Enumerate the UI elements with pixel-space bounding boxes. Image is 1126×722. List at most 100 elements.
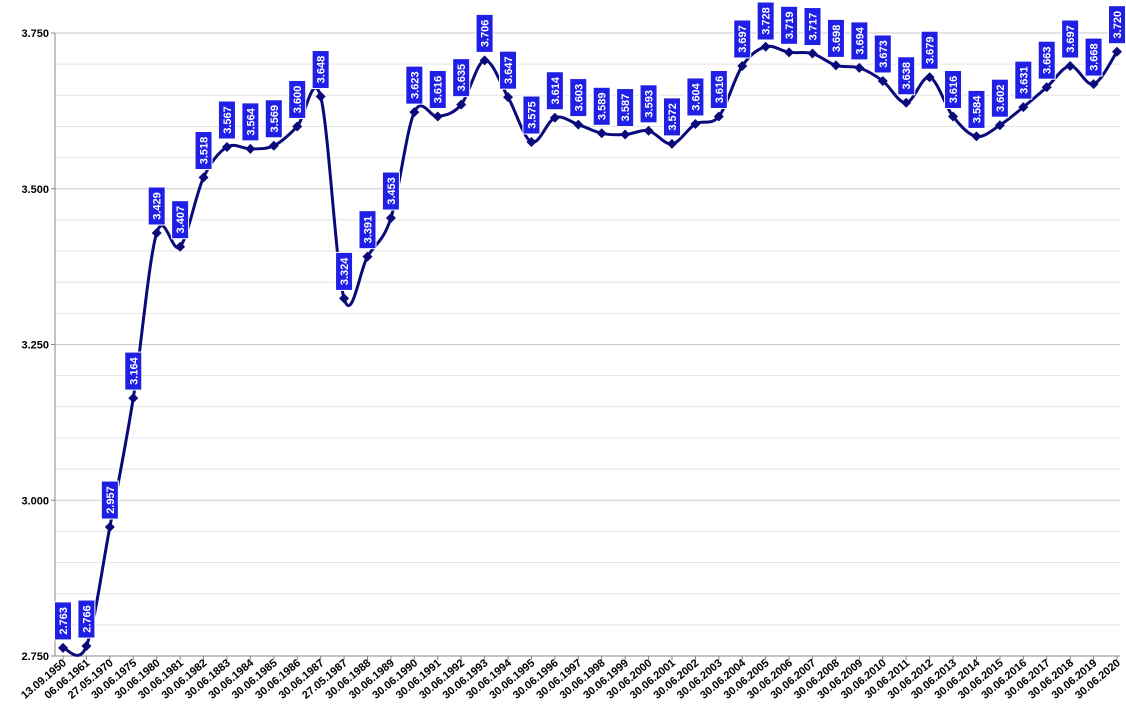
data-label-box [335, 251, 354, 291]
data-label: 3.587 [620, 94, 632, 122]
data-label: 3.697 [1065, 25, 1077, 53]
marker [1065, 61, 1076, 72]
data-label-box [288, 79, 307, 119]
data-label: 3.604 [690, 82, 702, 110]
marker [81, 641, 92, 652]
data-label: 3.719 [784, 12, 796, 40]
data-label: 3.673 [878, 40, 890, 68]
marker [385, 213, 396, 224]
marker [596, 128, 607, 139]
marker [620, 129, 631, 140]
data-label: 3.663 [1042, 46, 1054, 74]
data-label-box [1014, 60, 1033, 100]
marker [737, 61, 748, 72]
data-label: 3.593 [644, 90, 656, 118]
y-tick-label: 3.500 [21, 184, 49, 196]
data-label: 3.616 [433, 76, 445, 104]
marker [573, 119, 584, 130]
data-label: 3.564 [245, 107, 257, 135]
data-label: 3.668 [1089, 43, 1101, 71]
marker [128, 393, 139, 404]
data-label: 3.600 [292, 86, 304, 114]
data-label-box [545, 71, 564, 111]
data-label-box [499, 50, 518, 90]
data-label-box [826, 18, 845, 58]
marker [268, 140, 279, 151]
y-tick-label: 2.750 [21, 651, 49, 663]
marker [1041, 82, 1052, 93]
data-label-box [873, 34, 892, 74]
marker [807, 48, 818, 59]
data-label: 3.728 [761, 7, 773, 35]
data-label: 3.697 [737, 25, 749, 53]
data-label-box [381, 171, 400, 211]
data-label: 3.589 [597, 93, 609, 121]
data-label: 3.391 [362, 216, 374, 244]
data-label-box [686, 77, 705, 117]
marker [713, 111, 724, 122]
data-label-box [944, 69, 963, 109]
data-label: 3.572 [667, 103, 679, 131]
marker [292, 121, 303, 132]
data-label: 3.679 [925, 36, 937, 64]
marker [666, 138, 677, 149]
data-label-box [967, 89, 986, 129]
marker [175, 241, 186, 252]
data-label-box [920, 30, 939, 70]
data-label-box [990, 78, 1009, 118]
data-label: 3.324 [339, 257, 351, 285]
marker [339, 293, 350, 304]
data-label-box [803, 7, 822, 47]
data-label: 3.567 [222, 106, 234, 134]
data-label: 3.631 [1018, 66, 1030, 94]
data-label: 3.584 [971, 95, 983, 123]
marker [456, 99, 467, 110]
marker [315, 91, 326, 102]
data-label: 3.635 [456, 64, 468, 92]
data-label: 3.614 [550, 76, 562, 104]
data-label: 3.616 [714, 76, 726, 104]
marker [854, 62, 865, 73]
data-label: 3.569 [269, 105, 281, 133]
data-label: 3.638 [901, 62, 913, 90]
data-label-box [522, 95, 541, 135]
data-label: 3.164 [128, 356, 140, 384]
data-label-box [569, 78, 588, 118]
y-tick-label: 3.000 [21, 495, 49, 507]
data-label-box [124, 351, 143, 391]
marker [503, 92, 514, 103]
data-label-box [1084, 37, 1103, 77]
data-label-box [264, 99, 283, 139]
data-label-box [311, 50, 330, 90]
data-label-box [780, 5, 799, 45]
data-label-box [592, 86, 611, 126]
marker [549, 112, 560, 123]
marker [830, 60, 841, 71]
y-tick-label: 3.750 [21, 28, 49, 40]
marker [1088, 79, 1099, 90]
marker [432, 111, 443, 122]
data-label-box [241, 102, 260, 142]
data-label: 3.518 [199, 137, 211, 165]
data-label-box [77, 599, 96, 639]
marker [362, 251, 373, 262]
marker [245, 143, 256, 154]
marker [994, 120, 1005, 131]
marker [479, 55, 490, 66]
data-label-box [452, 58, 471, 98]
marker [901, 97, 912, 108]
data-label: 3.575 [526, 101, 538, 129]
data-label-box [756, 1, 775, 41]
marker [690, 118, 701, 129]
marker [1018, 102, 1029, 113]
data-label: 3.706 [480, 20, 492, 48]
data-label: 3.407 [175, 206, 187, 234]
marker [784, 47, 795, 58]
data-label-box [171, 200, 190, 240]
marker [104, 522, 115, 533]
data-label-box [616, 88, 635, 128]
data-label: 3.720 [1112, 11, 1124, 39]
data-label: 3.616 [948, 76, 960, 104]
data-label: 3.623 [409, 71, 421, 99]
